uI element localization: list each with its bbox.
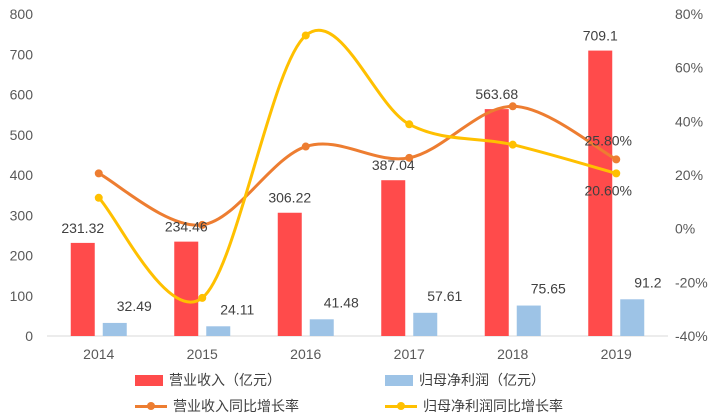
x-axis-tick: 2016 [290, 346, 321, 362]
left-axis-tick: 400 [10, 167, 34, 183]
net-profit-bar [620, 299, 645, 336]
revenue-growth-point [301, 142, 310, 151]
revenue-bar-label: 306.22 [268, 190, 311, 206]
revenue-growth-point [405, 153, 414, 162]
x-axis-tick: 2014 [83, 346, 114, 362]
right-axis-tick: 60% [675, 60, 703, 76]
net-profit-bar-label: 57.61 [427, 288, 462, 304]
net-profit-bar [206, 326, 231, 336]
revenue-bar-label: 709.1 [583, 28, 618, 44]
left-axis-tick: 200 [10, 248, 34, 264]
revenue-bar-label: 234.46 [165, 219, 208, 235]
net-profit-growth-point [612, 169, 621, 178]
right-axis: -40% -20% 0% 20% 40% 60% 80% [675, 6, 708, 344]
left-axis-tick: 600 [10, 87, 34, 103]
legend-item-revenue-growth: 营业收入同比增长率 [135, 396, 385, 416]
legend-label-revenue-growth: 营业收入同比增长率 [173, 398, 299, 414]
revenue-growth-label: 25.80% [585, 132, 632, 148]
net-profit-growth-point [198, 293, 207, 302]
net-profit-growth-point [301, 31, 310, 40]
lines-layer [94, 28, 621, 304]
net-profit-growth-point [405, 120, 414, 129]
right-axis-tick: 0% [675, 221, 695, 237]
left-axis: 0 100 200 300 400 500 600 700 800 [10, 6, 34, 344]
revenue-growth-point [508, 102, 517, 111]
net-profit-growth-point [94, 193, 103, 202]
revenue-growth-point [612, 155, 621, 164]
legend-item-revenue: 营业收入（亿元） [135, 370, 385, 390]
legend-swatch-net-profit [385, 374, 413, 386]
legend: 营业收入（亿元） 归母净利润（亿元） 营业收入同比增长率 归母净利润同比增长率 [135, 370, 605, 416]
x-axis-tick: 2015 [187, 346, 218, 362]
revenue-bar [381, 180, 406, 336]
revenue-growth-point [198, 220, 207, 229]
net-profit-bar [309, 319, 334, 336]
left-axis-tick: 0 [25, 328, 33, 344]
x-axis: 2014 2015 2016 2017 2018 2019 [47, 335, 668, 362]
net-profit-bar [516, 305, 541, 336]
legend-swatch-revenue [135, 374, 163, 386]
data-labels-layer: 231.32 234.46 306.22 387.04 563.68 709.1 32.49… [61, 28, 661, 318]
net-profit-bar-label: 24.11 [220, 301, 254, 317]
left-axis-tick: 100 [10, 288, 34, 304]
legend-swatch-net-profit-growth [385, 400, 417, 412]
net-profit-bar-label: 75.65 [531, 281, 566, 297]
bars-layer [70, 50, 645, 336]
revenue-bar-label: 563.68 [475, 86, 518, 102]
left-axis-tick: 500 [10, 127, 34, 143]
revenue-bar [174, 241, 199, 336]
net-profit-growth-label: 20.60% [585, 182, 632, 198]
left-axis-tick: 300 [10, 207, 34, 223]
revenue-growth-line [98, 104, 617, 227]
revenue-bar [588, 50, 613, 336]
net-profit-bar [413, 312, 438, 336]
net-profit-bar [102, 322, 127, 336]
legend-swatch-revenue-growth [135, 400, 167, 412]
x-axis-tick: 2017 [394, 346, 425, 362]
revenue-bar-label: 231.32 [61, 220, 104, 236]
revenue-bar-label: 387.04 [372, 157, 415, 173]
net-profit-bar-label: 41.48 [324, 294, 359, 310]
legend-label-net-profit: 归母净利润（亿元） [419, 372, 545, 388]
right-axis-tick: 40% [675, 113, 703, 129]
net-profit-growth-point [508, 140, 517, 149]
revenue-bar [70, 242, 95, 336]
legend-item-net-profit: 归母净利润（亿元） [385, 370, 605, 390]
x-axis-tick: 2019 [601, 346, 632, 362]
legend-label-revenue: 营业收入（亿元） [169, 372, 281, 388]
legend-label-net-profit-growth: 归母净利润同比增长率 [423, 398, 563, 414]
right-axis-tick: 20% [675, 167, 703, 183]
revenue-bar [484, 109, 509, 336]
revenue-bar [277, 212, 302, 336]
right-axis-tick: -40% [675, 328, 708, 344]
right-axis-tick: 80% [675, 6, 703, 22]
x-axis-tick: 2018 [497, 346, 528, 362]
left-axis-tick: 700 [10, 46, 34, 62]
left-axis-tick: 800 [10, 6, 34, 22]
net-profit-bar-label: 32.49 [117, 298, 152, 314]
revenue-growth-point [94, 169, 103, 178]
net-profit-bar-label: 91.2 [634, 274, 661, 290]
right-axis-tick: -20% [675, 274, 708, 290]
legend-item-net-profit-growth: 归母净利润同比增长率 [385, 396, 605, 416]
